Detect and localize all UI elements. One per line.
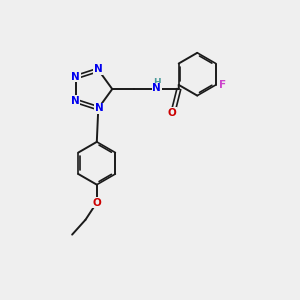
Text: F: F — [219, 80, 226, 90]
Text: N: N — [71, 72, 80, 82]
Text: N: N — [152, 83, 161, 94]
Text: N: N — [71, 96, 80, 106]
Text: N: N — [94, 64, 103, 74]
Text: O: O — [168, 108, 176, 118]
Text: O: O — [92, 197, 101, 208]
Text: H: H — [154, 78, 161, 87]
Text: N: N — [94, 103, 103, 113]
